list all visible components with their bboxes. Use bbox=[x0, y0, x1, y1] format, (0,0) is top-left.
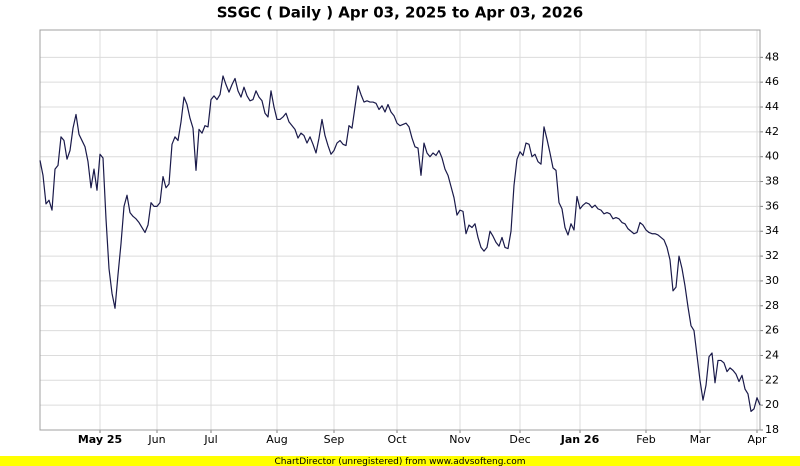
chart-title: SSGC ( Daily ) Apr 03, 2025 to Apr 03, 2… bbox=[217, 4, 583, 22]
x-tick-label: Jan 26 bbox=[560, 433, 600, 446]
plot-frame bbox=[39, 29, 761, 431]
y-tick-label: 36 bbox=[765, 199, 779, 212]
y-tick-label: 28 bbox=[765, 299, 779, 312]
y-tick-label: 30 bbox=[765, 274, 779, 287]
x-tick-label: Aug bbox=[266, 433, 287, 446]
x-tick-label: Sep bbox=[324, 433, 345, 446]
footer: ChartDirector (unregistered) from www.ad… bbox=[274, 457, 525, 466]
x-tick-label: Mar bbox=[690, 433, 711, 446]
footer-bar bbox=[0, 456, 800, 466]
y-tick-label: 44 bbox=[765, 100, 779, 113]
x-tick-label: Oct bbox=[387, 433, 407, 446]
x-tick-label: Jun bbox=[147, 433, 165, 446]
y-tick-label: 22 bbox=[765, 373, 779, 386]
y-tick-label: 38 bbox=[765, 175, 779, 188]
y-tick-label: 20 bbox=[765, 398, 779, 411]
x-tick-label: Nov bbox=[449, 433, 471, 446]
x-tick-label: Feb bbox=[636, 433, 655, 446]
labels: 18 20 22 24 26 28 30 32 34 36 38 40 42 44 46 48 May 25 Ju… bbox=[78, 50, 779, 446]
marks bbox=[39, 75, 761, 412]
y-tick-label: 42 bbox=[765, 125, 779, 138]
y-tick-label: 32 bbox=[765, 249, 779, 262]
y-tick-label: 18 bbox=[765, 423, 779, 436]
grid bbox=[40, 30, 763, 433]
y-tick-label: 46 bbox=[765, 75, 779, 88]
price-line bbox=[39, 75, 761, 412]
x-tick-label: Dec bbox=[509, 433, 530, 446]
x-tick-label: Jul bbox=[203, 433, 217, 446]
y-tick-label: 48 bbox=[765, 50, 779, 63]
x-tick-label: Apr bbox=[747, 433, 767, 446]
x-tick-label: May 25 bbox=[78, 433, 122, 446]
y-tick-label: 40 bbox=[765, 150, 779, 163]
y-tick-label: 24 bbox=[765, 348, 779, 361]
y-tick-label: 34 bbox=[765, 224, 779, 237]
y-tick-label: 26 bbox=[765, 324, 779, 337]
